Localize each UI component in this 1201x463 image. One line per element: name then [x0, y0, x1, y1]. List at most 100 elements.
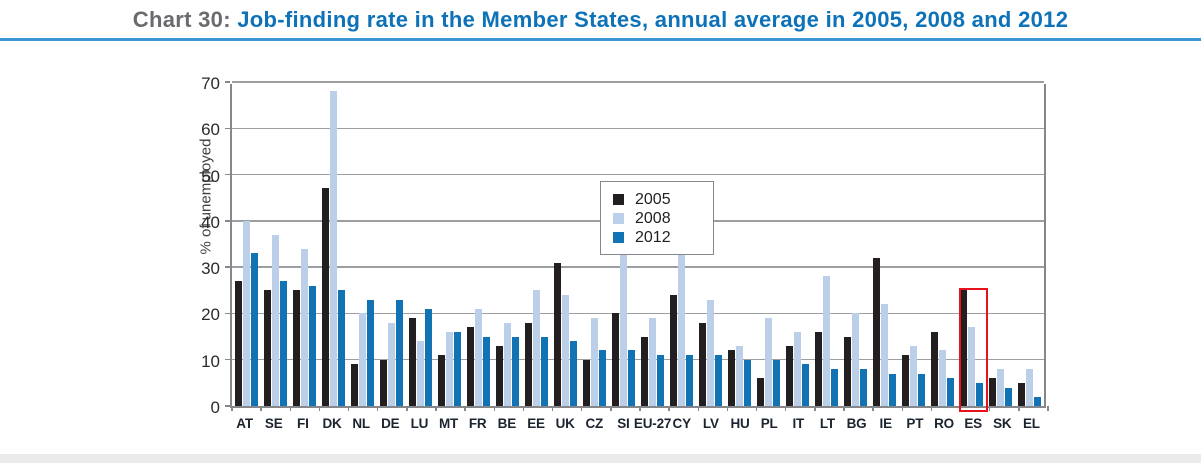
legend-label-2008: 2008 — [635, 210, 671, 227]
bar-BE-2005 — [496, 345, 503, 406]
bar-group-PT — [899, 84, 928, 406]
x-axis-tick-21 — [843, 406, 845, 411]
bar-FR-2008 — [475, 308, 482, 406]
bar-group-SK — [986, 84, 1015, 406]
x-label-BG: BG — [846, 416, 867, 431]
x-axis-tick-18 — [755, 406, 758, 411]
bar-ES-2008 — [968, 327, 975, 406]
x-axis-tick-26 — [988, 406, 991, 411]
bar-SI-2005 — [612, 313, 619, 406]
bar-FR-2005 — [467, 327, 474, 406]
bar-IE-2008 — [881, 304, 888, 406]
bar-group-PL — [754, 84, 783, 406]
bar-IT-2005 — [786, 345, 793, 406]
bar-SI-2012 — [628, 350, 635, 406]
x-label-UK: UK — [555, 416, 575, 431]
bar-LT-2008 — [823, 276, 830, 406]
bar-FI-2008 — [301, 248, 308, 406]
x-label-SE: SE — [264, 416, 283, 431]
bar-AT-2012 — [251, 253, 258, 406]
bar-CY-2005 — [670, 294, 677, 406]
bar-DK-2012 — [338, 290, 345, 406]
y-axis-tick-70 — [225, 81, 230, 83]
gridline-10 — [232, 358, 1044, 361]
bar-EU-27-2005 — [641, 336, 648, 406]
bar-CZ-2008 — [591, 318, 598, 406]
legend-swatch-2008 — [613, 213, 624, 224]
x-axis-tick-5 — [376, 406, 379, 411]
bar-CZ-2005 — [583, 359, 590, 406]
bar-RO-2005 — [931, 331, 938, 406]
bar-RO-2008 — [939, 350, 946, 406]
x-label-DK: DK — [322, 416, 342, 431]
bar-RO-2012 — [947, 378, 954, 406]
x-label-LV: LV — [702, 416, 719, 431]
bar-BG-2008 — [852, 313, 859, 406]
x-axis-tick-24 — [930, 406, 933, 411]
bar-LU-2005 — [409, 318, 416, 406]
bar-group-DE — [377, 84, 406, 406]
bar-MT-2005 — [438, 355, 445, 406]
y-axis-tick-10 — [225, 358, 230, 361]
x-axis-tick-11 — [551, 406, 554, 411]
bar-FI-2012 — [309, 285, 316, 406]
legend-item-2005: 2005 — [613, 190, 703, 209]
x-label-NL: NL — [352, 416, 370, 431]
bar-AT-2008 — [243, 220, 250, 406]
x-label-SI: SI — [617, 416, 630, 431]
x-axis-tick-8 — [464, 406, 466, 411]
x-label-FI: FI — [297, 416, 309, 431]
bar-DK-2008 — [330, 91, 337, 406]
bar-ES-2005 — [960, 290, 967, 406]
legend-item-2012: 2012 — [613, 228, 703, 247]
x-label-DE: DE — [381, 416, 400, 431]
y-tick-label-40: 40 — [201, 212, 220, 232]
bar-SE-2008 — [272, 234, 279, 406]
bar-LU-2008 — [417, 341, 424, 406]
y-axis-tick-60 — [225, 127, 230, 130]
bar-BE-2012 — [512, 336, 519, 406]
bar-EU-27-2008 — [649, 318, 656, 406]
bar-group-RO — [928, 84, 957, 406]
bar-HU-2012 — [744, 359, 751, 406]
y-axis-tick-50 — [225, 173, 230, 176]
bar-group-IE — [870, 84, 899, 406]
x-axis-tick-3 — [318, 406, 321, 411]
x-axis-tick-6 — [406, 406, 408, 411]
bar-BG-2005 — [844, 336, 851, 406]
bar-SE-2012 — [280, 281, 287, 406]
y-axis-tick-20 — [225, 312, 230, 315]
bar-DE-2005 — [380, 359, 387, 406]
x-label-FR: FR — [468, 416, 487, 431]
bar-PL-2008 — [765, 318, 772, 406]
bar-group-BG — [841, 84, 870, 406]
legend-swatch-2005 — [613, 194, 624, 205]
bar-EL-2005 — [1018, 382, 1025, 406]
x-axis-tick-27 — [1018, 406, 1020, 411]
bar-group-EL — [1015, 84, 1044, 406]
x-label-IE: IE — [879, 416, 893, 431]
bar-group-FR — [464, 84, 493, 406]
bar-IE-2005 — [873, 257, 880, 406]
y-tick-label-60: 60 — [201, 120, 220, 140]
bar-BE-2008 — [504, 322, 511, 406]
x-axis-tick-16 — [697, 406, 700, 411]
x-axis-tick-10 — [522, 406, 525, 411]
legend: 2005 2008 2012 — [600, 181, 714, 255]
bar-LT-2005 — [815, 331, 822, 406]
bar-NL-2008 — [359, 313, 366, 406]
x-label-IT: IT — [792, 416, 805, 431]
y-tick-label-20: 20 — [201, 305, 220, 325]
gridline-70 — [232, 81, 1044, 83]
x-axis-tick-22 — [872, 406, 874, 411]
x-axis-tick-12 — [580, 406, 583, 411]
chart-number-label: Chart 30: — [132, 7, 231, 32]
bar-EE-2008 — [533, 290, 540, 406]
bar-EE-2012 — [541, 336, 548, 406]
bar-IT-2012 — [802, 364, 809, 406]
x-label-CY: CY — [672, 416, 692, 431]
bar-CZ-2012 — [599, 350, 606, 406]
legend-label-2005: 2005 — [635, 191, 671, 208]
x-axis-tick-23 — [901, 406, 904, 411]
bar-LT-2012 — [831, 368, 838, 406]
